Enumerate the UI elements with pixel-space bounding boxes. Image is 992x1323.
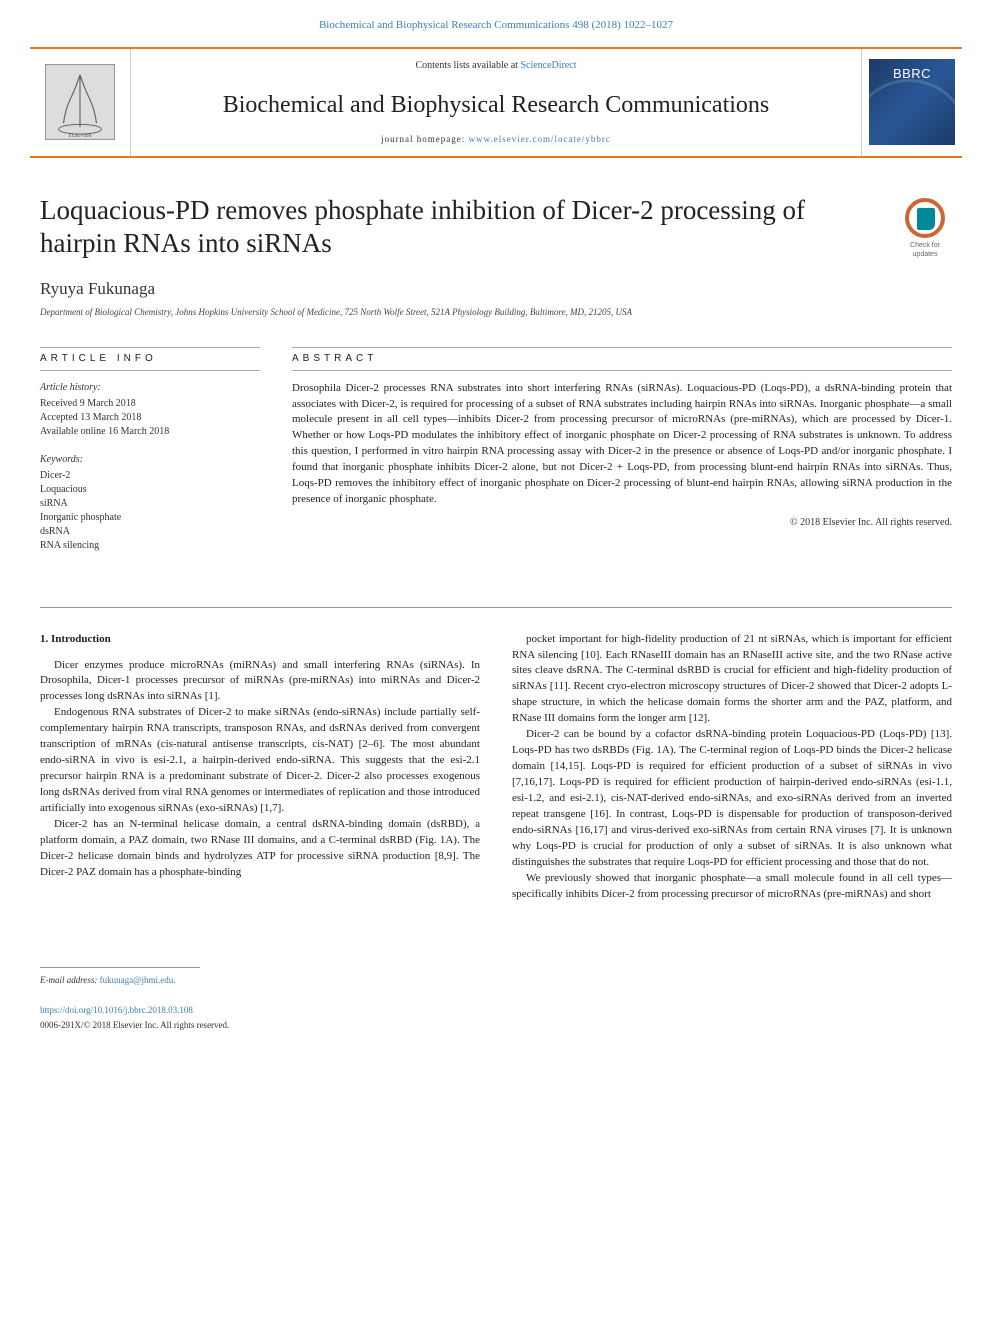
journal-cover-label: BBRC [869,65,955,83]
history-line: Accepted 13 March 2018 [40,411,260,425]
homepage-label: journal homepage: [381,134,468,144]
author-name: Ryuya Fukunaga [40,277,952,301]
body-paragraph: We previously showed that inorganic phos… [512,871,952,903]
body-paragraph: Dicer-2 has an N-terminal helicase domai… [40,817,480,881]
history-line: Received 9 March 2018 [40,397,260,411]
article-info-column: ARTICLE INFO Article history: Received 9… [40,347,260,567]
section-divider [40,607,952,608]
abstract-label: ABSTRACT [292,347,952,371]
running-head-link[interactable]: Biochemical and Biophysical Research Com… [0,0,992,47]
author-affiliation: Department of Biological Chemistry, John… [40,307,952,319]
abstract-column: ABSTRACT Drosophila Dicer-2 processes RN… [292,347,952,567]
publisher-logo-cell: ELSEVIER [30,49,130,155]
crossmark-text: Check for updates [898,241,952,261]
email-label: E-mail address: [40,975,100,985]
keyword: RNA silencing [40,539,260,553]
keyword: Loquacious [40,483,260,497]
journal-homepage: journal homepage: www.elsevier.com/locat… [151,133,841,146]
body-paragraph: pocket important for high-fidelity produ… [512,632,952,728]
article-title: Loquacious-PD removes phosphate inhibiti… [40,194,878,262]
contents-available-line: Contents lists available at ScienceDirec… [151,59,841,81]
keyword: dsRNA [40,525,260,539]
article-history: Article history: Received 9 March 2018 A… [40,381,260,439]
masthead-center: Contents lists available at ScienceDirec… [130,49,862,155]
issn-copyright: 0006-291X/© 2018 Elsevier Inc. All right… [40,1019,952,1032]
crossmark-icon [905,198,945,238]
email-link[interactable]: fukunaga@jhmi.edu. [100,975,176,985]
corresponding-email: E-mail address: fukunaga@jhmi.edu. [40,974,952,987]
svg-text:ELSEVIER: ELSEVIER [69,134,93,139]
masthead: ELSEVIER Contents lists available at Sci… [30,47,962,157]
elsevier-logo: ELSEVIER [45,64,115,140]
body-text: 1. Introduction Dicer enzymes produce mi… [40,632,952,903]
article-info-label: ARTICLE INFO [40,347,260,371]
contents-text: Contents lists available at [415,60,520,71]
sciencedirect-link[interactable]: ScienceDirect [520,60,576,71]
doi-link[interactable]: https://doi.org/10.1016/j.bbrc.2018.03.1… [40,1004,952,1017]
abstract-copyright: © 2018 Elsevier Inc. All rights reserved… [292,516,952,530]
body-paragraph: Dicer-2 can be bound by a cofactor dsRNA… [512,727,952,870]
journal-name: Biochemical and Biophysical Research Com… [151,81,841,133]
section-heading: 1. Introduction [40,632,480,648]
page-footer: E-mail address: fukunaga@jhmi.edu. https… [0,967,992,1060]
journal-cover-cell: BBRC [862,49,962,155]
footnote-rule [40,967,200,968]
abstract-text: Drosophila Dicer-2 processes RNA substra… [292,381,952,509]
body-paragraph: Endogenous RNA substrates of Dicer-2 to … [40,705,480,817]
crossmark-badge[interactable]: Check for updates [898,198,952,261]
homepage-link[interactable]: www.elsevier.com/locate/ybbrc [469,134,611,144]
keyword: Dicer-2 [40,469,260,483]
body-paragraph: Dicer enzymes produce microRNAs (miRNAs)… [40,658,480,706]
journal-cover: BBRC [869,59,955,145]
keywords-block: Keywords: Dicer-2 Loquacious siRNA Inorg… [40,453,260,553]
keyword: Inorganic phosphate [40,511,260,525]
keywords-heading: Keywords: [40,453,260,467]
keyword: siRNA [40,497,260,511]
history-line: Available online 16 March 2018 [40,425,260,439]
history-heading: Article history: [40,381,260,395]
